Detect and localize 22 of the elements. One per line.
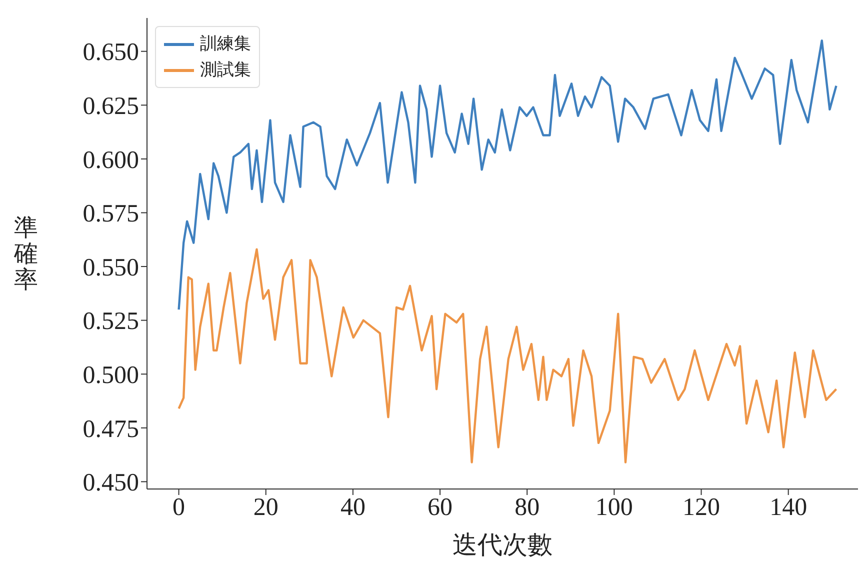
legend-label: 訓練集 [200, 33, 251, 56]
x-tick-label: 20 [253, 494, 278, 521]
y-tick-label: 0.650 [82, 39, 139, 66]
y-tick-label: 0.625 [82, 93, 139, 120]
y-tick-label: 0.500 [82, 362, 139, 389]
x-axis-title: 迭代次數 [452, 530, 552, 559]
y-tick-label: 0.550 [82, 254, 139, 282]
x-tick-label: 40 [340, 494, 366, 521]
x-tick-label: 140 [770, 494, 808, 521]
x-tick-label: 60 [428, 494, 453, 521]
x-tick-label: 120 [682, 494, 720, 521]
line-series [178, 248, 838, 464]
y-tick-label: 0.525 [82, 308, 139, 336]
legend-label: 測試集 [200, 59, 251, 82]
y-tick-label: 0.575 [82, 200, 139, 228]
x-tick-label: 0 [172, 494, 186, 521]
y-tick-label: 0.475 [82, 416, 139, 443]
y-tick-label: 0.450 [82, 470, 139, 497]
y-tick-label: 0.600 [82, 146, 139, 174]
y-axis-title: 準確率 [13, 214, 38, 294]
x-tick-label: 100 [595, 494, 633, 521]
x-tick-label: 80 [514, 494, 540, 521]
